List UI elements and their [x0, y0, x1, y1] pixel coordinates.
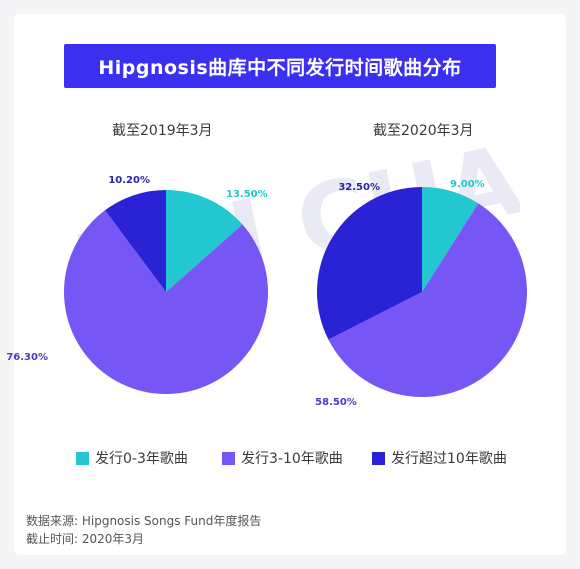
legend-label-0-3: 发行0-3年歌曲: [95, 451, 188, 467]
pie-title-2020: 截至2020年3月: [373, 123, 474, 139]
pie-0-slice-10plus: [105, 190, 166, 292]
legend-swatch-3-10: [222, 451, 235, 465]
legend-label-10plus: 发行超过10年歌曲: [391, 451, 507, 467]
pie-title-2019: 截至2019年3月: [112, 123, 213, 139]
pie-0-slice-0-3: [166, 190, 243, 292]
legend-item-0-3: 发行0-3年歌曲: [76, 448, 188, 468]
pie-0-label-10plus: 10.20%: [108, 175, 150, 186]
legend-item-10plus: 发行超过10年歌曲: [372, 448, 507, 468]
legend: 发行0-3年歌曲 发行3-10年歌曲 发行超过10年歌曲: [0, 448, 580, 470]
pie-1-label-3-10: 58.50%: [315, 397, 357, 408]
pie-1-slice-10plus: [317, 187, 422, 340]
pie-0-label-0-3: 13.50%: [226, 189, 268, 200]
pie-0-slice-3-10: [64, 210, 268, 394]
legend-item-3-10: 发行3-10年歌曲: [222, 448, 343, 468]
pie-1-label-10plus: 32.50%: [338, 182, 380, 193]
legend-swatch-0-3: [76, 451, 89, 465]
legend-label-3-10: 发行3-10年歌曲: [241, 451, 343, 467]
pie-1-label-0-3: 9.00%: [450, 179, 485, 190]
title-bar: Hipgnosis曲库中不同发行时间歌曲分布: [64, 44, 496, 88]
pie-0-label-3-10: 76.30%: [6, 352, 48, 363]
pie-1-slice-0-3: [422, 187, 479, 292]
source-line-1: 数据来源: Hipgnosis Songs Fund年度报告: [26, 514, 262, 528]
source-line-2: 截止时间: 2020年3月: [26, 532, 145, 546]
chart-title: Hipgnosis曲库中不同发行时间歌曲分布: [98, 56, 462, 79]
source-note: 数据来源: Hipgnosis Songs Fund年度报告 截止时间: 202…: [26, 512, 261, 548]
legend-swatch-10plus: [372, 451, 385, 465]
pie-1-slice-3-10: [328, 203, 527, 397]
